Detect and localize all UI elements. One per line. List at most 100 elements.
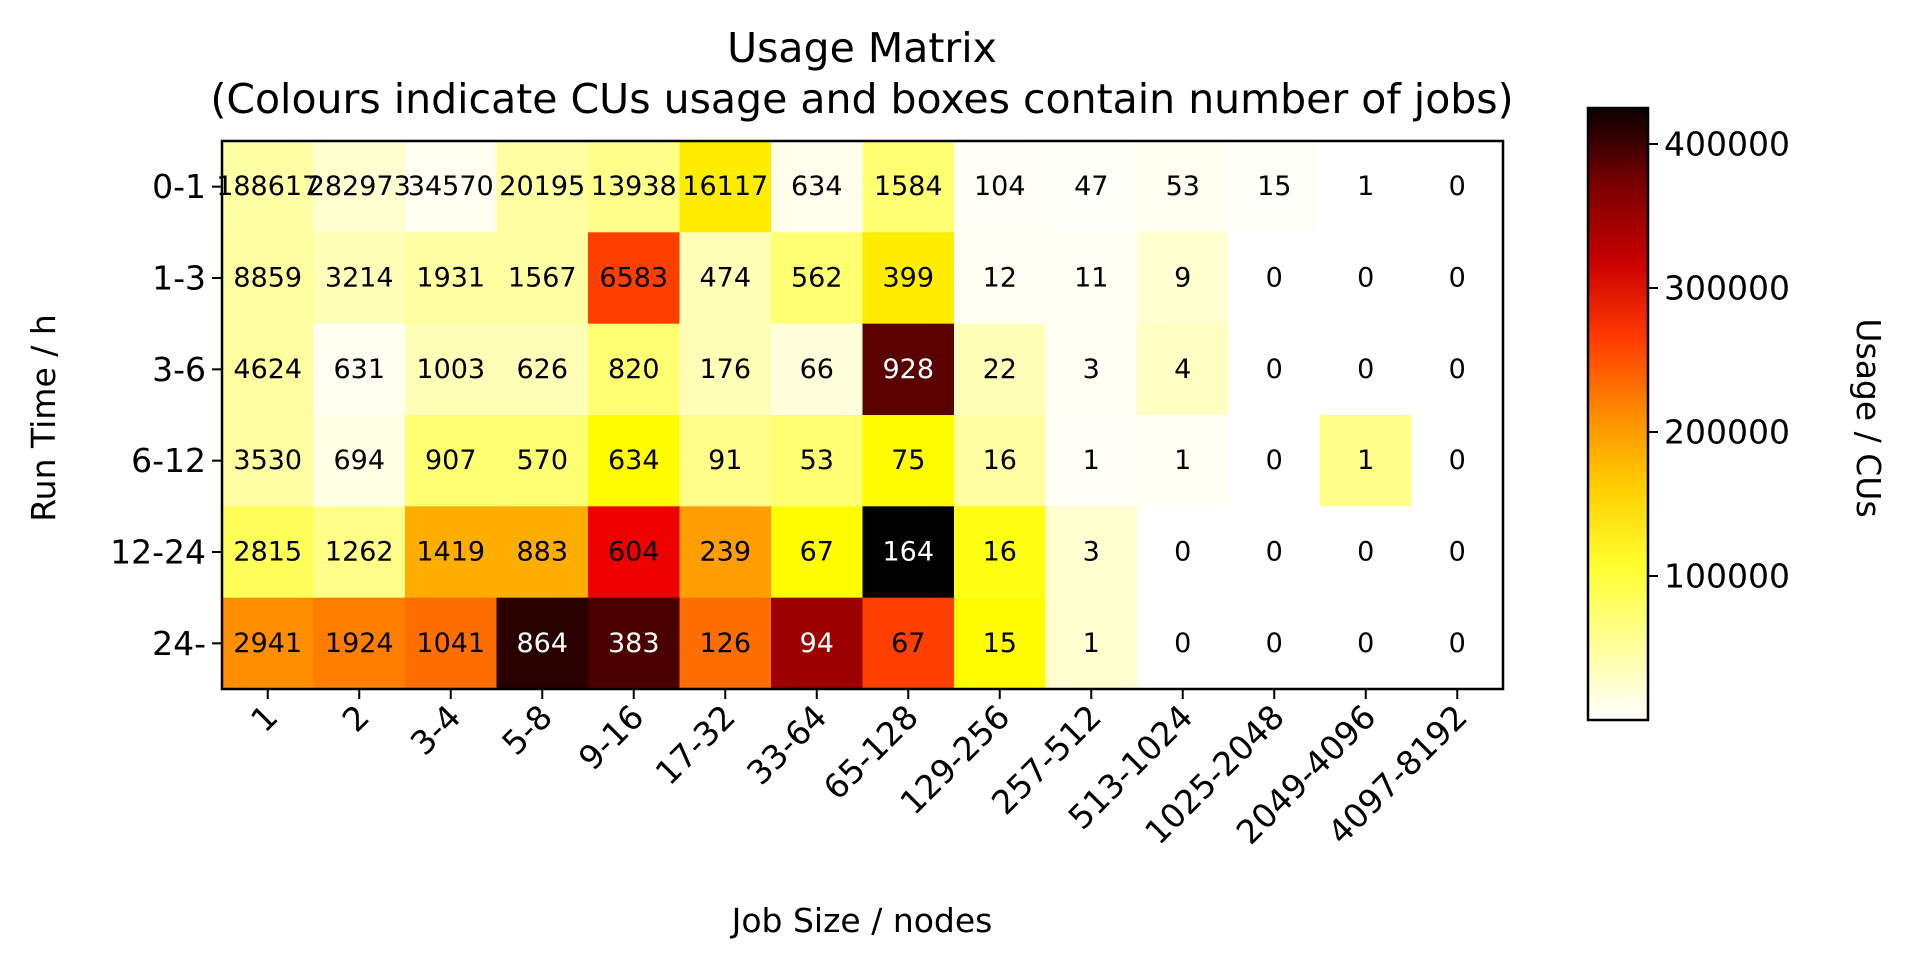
cell-value-label: 562 (791, 263, 843, 294)
cell-value-label: 634 (608, 445, 660, 476)
heatmap-cell (222, 323, 315, 416)
heatmap-cell (588, 323, 681, 416)
cell-value-label: 9 (1174, 263, 1191, 294)
heatmap-cell (679, 141, 772, 233)
cell-value-label: 15 (983, 628, 1017, 659)
cell-value-label: 1 (1083, 445, 1100, 476)
heatmap-cell (954, 597, 1047, 690)
heatmap-cell (1137, 415, 1230, 507)
cell-value-label: 164 (882, 537, 934, 568)
chart-title: Usage Matrix (727, 24, 997, 72)
heatmap-cell (679, 506, 772, 599)
heatmap-cell (313, 415, 406, 507)
cell-value-label: 20195 (499, 171, 585, 202)
heatmap-cell (954, 415, 1047, 507)
cell-value-label: 8859 (233, 263, 302, 294)
cell-value-label: 11 (1074, 263, 1108, 294)
cell-value-label: 94 (800, 628, 834, 659)
cell-value-label: 47 (1074, 171, 1108, 202)
cell-value-label: 399 (882, 263, 934, 294)
heatmap-cell (771, 232, 864, 325)
cell-value-label: 1003 (416, 354, 485, 385)
heatmap-cell (1411, 506, 1504, 599)
heatmap-cell (1228, 415, 1321, 507)
heatmap-cell (1320, 141, 1413, 233)
cell-value-label: 694 (333, 445, 385, 476)
heatmap-cell (679, 415, 772, 507)
heatmap-cell (313, 597, 406, 690)
heatmap-cell (954, 323, 1047, 416)
heatmap-cell (405, 232, 498, 325)
heatmap-cell (1411, 232, 1504, 325)
cell-value-label: 13938 (591, 171, 677, 202)
heatmap-cell (954, 232, 1047, 325)
cell-value-label: 3530 (233, 445, 302, 476)
heatmap-cell (1411, 141, 1504, 233)
heatmap-cell (588, 597, 681, 690)
cell-value-label: 1041 (416, 628, 485, 659)
cell-value-label: 570 (516, 445, 568, 476)
heatmap-cell (954, 141, 1047, 233)
y-tick-label: 1-3 (152, 259, 206, 298)
heatmap-cell (496, 415, 589, 507)
heatmap-cell (405, 415, 498, 507)
cell-value-label: 0 (1357, 628, 1374, 659)
chart-subtitle: (Colours indicate CUs usage and boxes co… (210, 75, 1513, 123)
heatmap-cell (222, 232, 315, 325)
cell-value-label: 626 (516, 354, 568, 385)
heatmap-cell (496, 141, 589, 233)
cell-value-label: 0 (1357, 354, 1374, 385)
cell-value-label: 16117 (682, 171, 768, 202)
heatmap-cell (1045, 506, 1138, 599)
cell-value-label: 474 (699, 263, 751, 294)
heatmap-cell (1137, 232, 1230, 325)
heatmap-cell (862, 323, 955, 416)
heatmap-cell (1045, 415, 1138, 507)
cell-value-label: 0 (1449, 445, 1466, 476)
cell-value-label: 16 (983, 537, 1017, 568)
cell-value-label: 53 (1166, 171, 1200, 202)
heatmap-cell (405, 323, 498, 416)
cell-value-label: 0 (1266, 445, 1283, 476)
heatmap-cell (679, 232, 772, 325)
cell-value-label: 0 (1449, 537, 1466, 568)
colorbar (1586, 106, 1650, 722)
cell-value-label: 66 (800, 354, 834, 385)
heatmap-cell (1320, 597, 1413, 690)
heatmap-cell (313, 506, 406, 599)
cell-value-label: 3214 (325, 263, 394, 294)
cell-value-label: 15 (1257, 171, 1291, 202)
heatmap-cell (771, 323, 864, 416)
cell-value-label: 1 (1357, 445, 1374, 476)
cell-value-label: 67 (800, 537, 834, 568)
cell-value-label: 1 (1174, 445, 1191, 476)
cell-value-label: 0 (1266, 354, 1283, 385)
heatmap-cell (496, 597, 589, 690)
heatmap-cell (1228, 141, 1321, 233)
cell-value-label: 239 (699, 537, 751, 568)
cell-value-label: 1931 (416, 263, 485, 294)
cell-value-label: 383 (608, 628, 660, 659)
heatmap-cell (1411, 323, 1504, 416)
x-tick-label: 17-32 (648, 697, 743, 792)
cell-value-label: 75 (891, 445, 925, 476)
cell-value-label: 67 (891, 628, 925, 659)
heatmap-cell (1411, 597, 1504, 690)
heatmap-cell (1320, 506, 1413, 599)
cell-value-label: 104 (974, 171, 1026, 202)
heatmap-cell (313, 141, 406, 233)
cell-value-label: 0 (1449, 628, 1466, 659)
heatmap-cell (496, 232, 589, 325)
colorbar-tick-label: 200000 (1664, 413, 1790, 452)
x-tick-label: 2 (334, 697, 376, 739)
x-axis-label: Job Size / nodes (730, 901, 993, 940)
cell-value-label: 0 (1357, 263, 1374, 294)
heatmap-cell (1045, 232, 1138, 325)
heatmap-cell (862, 506, 955, 599)
heatmap-cell (1228, 232, 1321, 325)
heatmap-cell (862, 141, 955, 233)
x-tick-label: 5-8 (494, 697, 560, 763)
